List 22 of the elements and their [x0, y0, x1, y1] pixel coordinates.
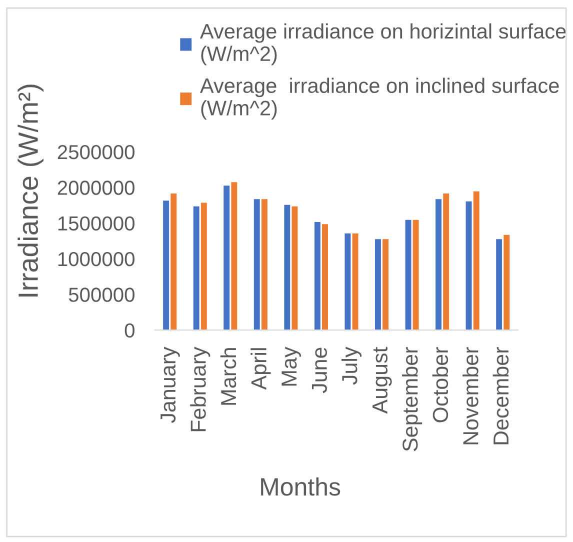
x-tick-label: December	[492, 347, 509, 444]
legend-label: Average irradiance on horizintal surface (W/m^2)	[200, 23, 566, 66]
y-tick-label: 1000000	[58, 252, 134, 266]
x-tick-label: January	[160, 346, 180, 423]
x-tick-label: August	[372, 346, 392, 414]
x-tick-label: July	[341, 346, 362, 385]
x-tick-label: November	[462, 347, 478, 444]
y-tick-label: 500000	[68, 288, 134, 302]
x-axis-title: Months	[261, 477, 340, 496]
y-tick-label: 1500000	[58, 216, 134, 231]
legend-label: Average irradiance on inclined surface (W/m^2)	[200, 78, 559, 120]
y-tick-label: 0	[124, 323, 134, 338]
x-tick-label: June	[312, 348, 327, 394]
y-tick-label: 2500000	[58, 144, 134, 160]
y-tick-label: 2000000	[58, 180, 134, 195]
x-tick-label: May	[282, 346, 301, 386]
x-tick-label: February	[190, 346, 210, 432]
y-axis-title: Irradiance (W/m²)	[18, 84, 44, 296]
x-tick-label: October	[432, 347, 448, 422]
x-tick-label: September	[402, 347, 422, 452]
x-tick-label: March	[220, 348, 236, 405]
x-tick-label: April	[250, 348, 271, 390]
